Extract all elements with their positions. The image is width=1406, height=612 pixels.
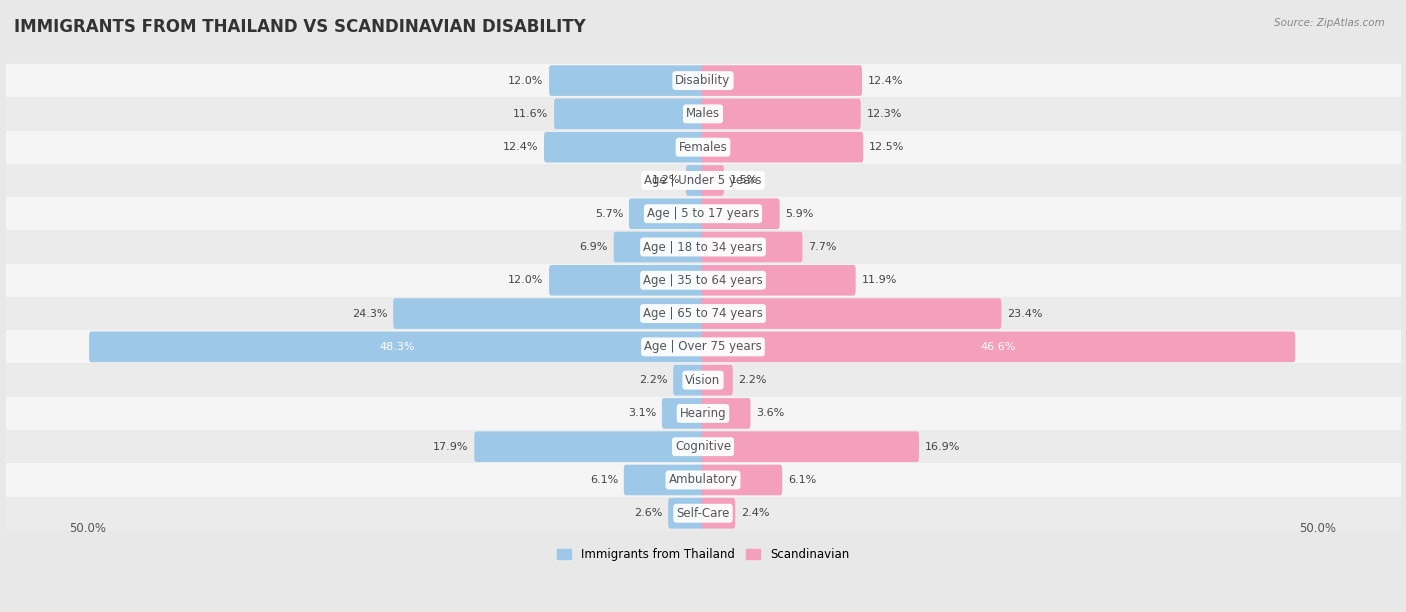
Text: Females: Females <box>679 141 727 154</box>
FancyBboxPatch shape <box>702 365 733 395</box>
Text: Hearing: Hearing <box>679 407 727 420</box>
Text: Cognitive: Cognitive <box>675 440 731 453</box>
FancyBboxPatch shape <box>702 398 751 429</box>
Text: 48.3%: 48.3% <box>380 342 415 352</box>
Text: 2.4%: 2.4% <box>741 508 769 518</box>
Bar <box>6 97 1400 130</box>
Bar <box>6 297 1400 330</box>
Text: 6.1%: 6.1% <box>591 475 619 485</box>
Text: Age | Over 75 years: Age | Over 75 years <box>644 340 762 353</box>
Text: 46.6%: 46.6% <box>980 342 1017 352</box>
Bar <box>6 64 1400 97</box>
FancyBboxPatch shape <box>628 198 704 229</box>
Text: 7.7%: 7.7% <box>808 242 837 252</box>
FancyBboxPatch shape <box>550 65 704 96</box>
Bar <box>6 397 1400 430</box>
FancyBboxPatch shape <box>702 465 782 495</box>
FancyBboxPatch shape <box>662 398 704 429</box>
FancyBboxPatch shape <box>702 198 780 229</box>
Text: Age | 5 to 17 years: Age | 5 to 17 years <box>647 207 759 220</box>
Text: 12.4%: 12.4% <box>868 76 903 86</box>
FancyBboxPatch shape <box>624 465 704 495</box>
Text: 50.0%: 50.0% <box>69 521 107 535</box>
Text: 3.6%: 3.6% <box>756 408 785 419</box>
FancyBboxPatch shape <box>702 165 724 196</box>
Bar <box>6 330 1400 364</box>
Text: 3.1%: 3.1% <box>628 408 657 419</box>
Legend: Immigrants from Thailand, Scandinavian: Immigrants from Thailand, Scandinavian <box>553 543 853 566</box>
Text: 2.2%: 2.2% <box>638 375 668 385</box>
FancyBboxPatch shape <box>702 99 860 129</box>
Text: 2.2%: 2.2% <box>738 375 768 385</box>
FancyBboxPatch shape <box>89 332 704 362</box>
Text: 12.0%: 12.0% <box>508 275 543 285</box>
FancyBboxPatch shape <box>702 431 920 462</box>
FancyBboxPatch shape <box>702 332 1295 362</box>
Text: Self-Care: Self-Care <box>676 507 730 520</box>
Text: Age | 35 to 64 years: Age | 35 to 64 years <box>643 274 763 287</box>
Text: 6.9%: 6.9% <box>579 242 607 252</box>
Bar <box>6 230 1400 264</box>
Text: Males: Males <box>686 107 720 121</box>
FancyBboxPatch shape <box>550 265 704 296</box>
Text: 1.2%: 1.2% <box>652 176 681 185</box>
FancyBboxPatch shape <box>474 431 704 462</box>
FancyBboxPatch shape <box>702 232 803 263</box>
Bar <box>6 130 1400 164</box>
Text: 12.5%: 12.5% <box>869 142 904 152</box>
Bar <box>6 496 1400 530</box>
Text: 6.1%: 6.1% <box>787 475 815 485</box>
Text: 16.9%: 16.9% <box>925 442 960 452</box>
FancyBboxPatch shape <box>613 232 704 263</box>
FancyBboxPatch shape <box>673 365 704 395</box>
Bar <box>6 463 1400 496</box>
Text: 11.6%: 11.6% <box>513 109 548 119</box>
Text: 11.9%: 11.9% <box>862 275 897 285</box>
Bar <box>6 197 1400 230</box>
Text: 2.6%: 2.6% <box>634 508 662 518</box>
Text: 12.4%: 12.4% <box>503 142 538 152</box>
Text: Source: ZipAtlas.com: Source: ZipAtlas.com <box>1274 18 1385 28</box>
Bar <box>6 164 1400 197</box>
FancyBboxPatch shape <box>702 498 735 529</box>
Bar <box>6 364 1400 397</box>
FancyBboxPatch shape <box>668 498 704 529</box>
FancyBboxPatch shape <box>702 265 856 296</box>
Text: Ambulatory: Ambulatory <box>668 474 738 487</box>
Text: 23.4%: 23.4% <box>1007 308 1043 319</box>
Text: 12.3%: 12.3% <box>866 109 901 119</box>
FancyBboxPatch shape <box>702 298 1001 329</box>
Text: 1.5%: 1.5% <box>730 176 758 185</box>
Text: 24.3%: 24.3% <box>352 308 388 319</box>
FancyBboxPatch shape <box>686 165 704 196</box>
Bar <box>6 264 1400 297</box>
FancyBboxPatch shape <box>394 298 704 329</box>
FancyBboxPatch shape <box>554 99 704 129</box>
Text: Disability: Disability <box>675 74 731 87</box>
Text: 17.9%: 17.9% <box>433 442 468 452</box>
Bar <box>6 430 1400 463</box>
Text: 5.9%: 5.9% <box>786 209 814 218</box>
Text: IMMIGRANTS FROM THAILAND VS SCANDINAVIAN DISABILITY: IMMIGRANTS FROM THAILAND VS SCANDINAVIAN… <box>14 18 586 36</box>
FancyBboxPatch shape <box>544 132 704 162</box>
Text: Age | 65 to 74 years: Age | 65 to 74 years <box>643 307 763 320</box>
Text: Age | Under 5 years: Age | Under 5 years <box>644 174 762 187</box>
FancyBboxPatch shape <box>702 65 862 96</box>
Text: Vision: Vision <box>685 374 721 387</box>
FancyBboxPatch shape <box>702 132 863 162</box>
Text: 50.0%: 50.0% <box>1299 521 1337 535</box>
Text: 12.0%: 12.0% <box>508 76 543 86</box>
Text: Age | 18 to 34 years: Age | 18 to 34 years <box>643 241 763 253</box>
Text: 5.7%: 5.7% <box>595 209 623 218</box>
